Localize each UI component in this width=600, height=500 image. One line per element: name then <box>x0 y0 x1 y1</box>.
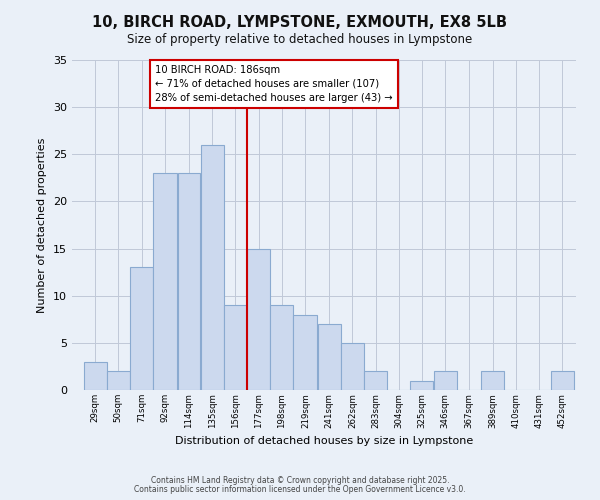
Text: 10, BIRCH ROAD, LYMPSTONE, EXMOUTH, EX8 5LB: 10, BIRCH ROAD, LYMPSTONE, EXMOUTH, EX8 … <box>92 15 508 30</box>
Bar <box>178 173 200 390</box>
Bar <box>84 362 107 390</box>
Bar <box>434 371 457 390</box>
Bar <box>247 248 270 390</box>
Text: 10 BIRCH ROAD: 186sqm
← 71% of detached houses are smaller (107)
28% of semi-det: 10 BIRCH ROAD: 186sqm ← 71% of detached … <box>155 65 393 103</box>
Bar <box>318 324 341 390</box>
Bar <box>364 371 387 390</box>
Bar <box>153 173 177 390</box>
Bar <box>107 371 130 390</box>
Bar <box>270 305 293 390</box>
Bar <box>224 305 247 390</box>
Bar <box>410 380 433 390</box>
Text: Contains public sector information licensed under the Open Government Licence v3: Contains public sector information licen… <box>134 485 466 494</box>
Bar <box>551 371 574 390</box>
Y-axis label: Number of detached properties: Number of detached properties <box>37 138 47 312</box>
Bar <box>201 145 224 390</box>
Bar <box>130 268 153 390</box>
Bar <box>341 343 364 390</box>
Bar <box>293 314 317 390</box>
Text: Contains HM Land Registry data © Crown copyright and database right 2025.: Contains HM Land Registry data © Crown c… <box>151 476 449 485</box>
X-axis label: Distribution of detached houses by size in Lympstone: Distribution of detached houses by size … <box>175 436 473 446</box>
Text: Size of property relative to detached houses in Lympstone: Size of property relative to detached ho… <box>127 32 473 46</box>
Bar <box>481 371 504 390</box>
